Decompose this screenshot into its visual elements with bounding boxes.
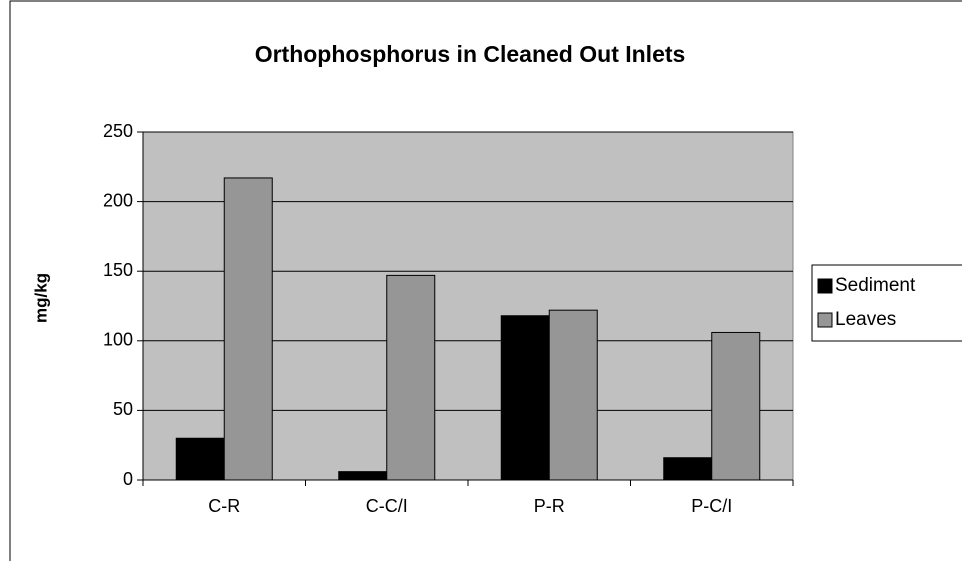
bar bbox=[223, 177, 273, 481]
chart-title: Orthophosphorus in Cleaned Out Inlets bbox=[255, 41, 686, 67]
bar bbox=[175, 437, 225, 481]
bar bbox=[711, 331, 761, 481]
y-tick-label: 100 bbox=[103, 330, 133, 350]
y-tick-label: 50 bbox=[113, 399, 133, 419]
x-tick-label: C-R bbox=[208, 496, 240, 516]
bar bbox=[500, 315, 550, 481]
y-tick-label: 0 bbox=[123, 469, 133, 489]
x-tick-label: P-C/I bbox=[691, 496, 732, 516]
y-tick-label: 250 bbox=[103, 121, 133, 141]
bar bbox=[548, 309, 598, 481]
legend-label: Leaves bbox=[835, 309, 896, 330]
bar bbox=[663, 457, 713, 481]
legend bbox=[811, 264, 962, 342]
bar bbox=[338, 471, 388, 481]
legend-swatch bbox=[817, 312, 833, 328]
x-tick-label: C-C/I bbox=[366, 496, 408, 516]
y-tick-label: 200 bbox=[103, 190, 133, 210]
legend-swatch bbox=[817, 278, 833, 294]
x-tick-label: P-R bbox=[534, 496, 565, 516]
y-tick-label: 150 bbox=[103, 260, 133, 280]
y-axis-label: mg/kg bbox=[31, 273, 50, 323]
bar bbox=[386, 274, 436, 481]
legend-label: Sediment bbox=[835, 275, 916, 296]
